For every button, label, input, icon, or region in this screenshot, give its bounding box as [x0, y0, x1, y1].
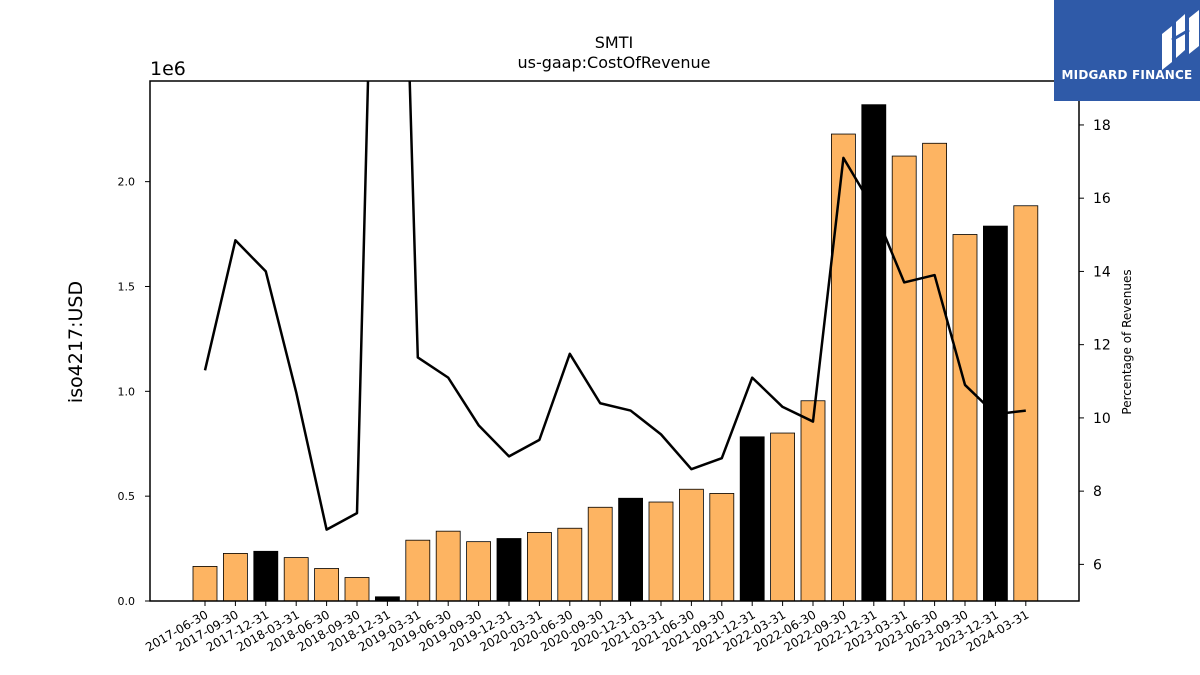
- y2-tick-label: 12: [1093, 338, 1111, 354]
- percentage-line: [203, 81, 1026, 531]
- y-tick-label: 0.5: [118, 490, 136, 503]
- y2-tick-label: 6: [1093, 557, 1102, 573]
- midgard-logo-icon: [1162, 10, 1199, 70]
- bar-2021-06-30: [679, 488, 704, 602]
- y2-tick-label: 8: [1093, 484, 1102, 500]
- y-tick-label: 1.0: [118, 385, 136, 398]
- bar-2019-09-30: [466, 541, 492, 602]
- bar-2021-09-30: [709, 493, 735, 602]
- y-axis-label: iso4217:USD: [65, 281, 87, 403]
- bar-2019-03-31: [405, 539, 431, 602]
- bar-2023-09-30: [952, 234, 978, 602]
- bar-2018-06-30: [314, 568, 340, 602]
- bar-2018-03-31: [283, 557, 309, 602]
- bar-2017-09-30: [222, 553, 248, 602]
- y2-tick-label: 14: [1093, 264, 1111, 280]
- bar-2021-12-31: [739, 436, 765, 602]
- bar-2023-03-31: [891, 155, 917, 602]
- y2-tick-label: 10: [1093, 411, 1111, 427]
- logo-text: MIDGARD FINANCE: [1061, 68, 1193, 82]
- y-tick-label: 0.0: [118, 595, 136, 608]
- bar-2020-09-30: [587, 506, 613, 602]
- y-offset-label: 1e6: [150, 58, 186, 80]
- bar-2017-12-31: [253, 550, 279, 602]
- y2-tick-label: 16: [1093, 191, 1111, 207]
- bar-2022-03-31: [770, 432, 795, 602]
- chart-subtitle: us-gaap:CostOfRevenue: [517, 53, 710, 72]
- chart-title: SMTI: [595, 33, 633, 52]
- bar-2024-03-31: [1013, 205, 1039, 602]
- bar-2021-03-31: [648, 501, 674, 602]
- bar-2019-12-31: [496, 538, 522, 602]
- bar-2022-12-31: [861, 104, 887, 602]
- bar-2020-06-30: [557, 527, 583, 602]
- bar-2019-06-30: [435, 530, 461, 602]
- y2-tick-label: 18: [1093, 118, 1111, 134]
- bar-2023-06-30: [922, 142, 947, 602]
- bar-2022-09-30: [831, 133, 856, 602]
- midgard-logo: MIDGARD FINANCE: [1054, 0, 1200, 101]
- bar-2017-06-30: [192, 566, 218, 602]
- y-tick-label: 1.5: [118, 280, 136, 293]
- bar-2020-12-31: [618, 497, 643, 602]
- bar-2022-06-30: [800, 400, 826, 602]
- bar-2018-09-30: [344, 577, 370, 602]
- y-tick-label: 2.0: [118, 176, 136, 189]
- plot-frame: [149, 80, 1080, 602]
- y2-axis-label: Percentage of Revenues: [1120, 269, 1134, 414]
- bar-2020-03-31: [527, 532, 552, 602]
